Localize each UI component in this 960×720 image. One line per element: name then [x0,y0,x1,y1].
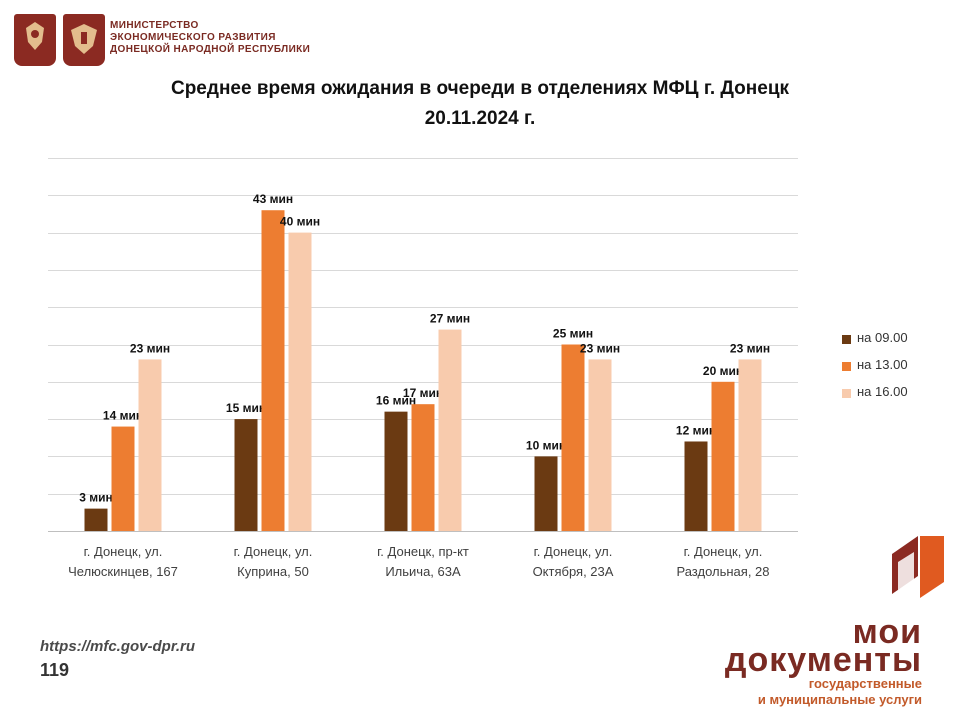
bar [138,359,162,531]
legend-swatch [842,362,851,371]
ministry-emblem-icon [63,14,105,66]
page-number: 119 [40,660,70,680]
data-label: 20 мин [703,364,743,378]
legend-swatch [842,335,851,344]
brand-tagline-line: и муниципальные услуги [757,692,922,707]
ministry-name: МИНИСТЕРСТВО ЭКОНОМИЧЕСКОГО РАЗВИТИЯ ДОН… [110,20,370,56]
bar [711,381,735,531]
moi-dokumenty-logo-icon [892,536,944,598]
brand-name: мои документы [724,613,922,679]
x-tick-label: г. Донецк, ул. [84,544,163,559]
ministry-line: МИНИСТЕРСТВО [110,20,199,31]
chart-title: Среднее время ожидания в очереди в отдел… [0,74,960,134]
bar [234,419,258,531]
bar [534,456,558,531]
data-label: 12 мин [676,423,716,437]
ministry-line: ЭКОНОМИЧЕСКОГО РАЗВИТИЯ [110,32,276,43]
data-label: 40 мин [280,215,320,229]
bar [261,210,285,531]
brand-tagline: государственные и муниципальные услуги [758,676,922,708]
bar [384,411,408,531]
data-label: 43 мин [253,192,293,206]
x-tick-label: Ильича, 63А [385,564,461,579]
bar [684,441,708,531]
x-tick-label: г. Донецк, ул. [684,544,763,559]
data-label: 25 мин [553,327,593,341]
x-tick-label: Челюскинцев, 167 [68,564,178,579]
bar [438,329,462,531]
ministry-line: ДОНЕЦКОЙ НАРОДНОЙ РЕСПУБЛИКИ [110,44,311,55]
data-label: 10 мин [526,438,566,452]
x-tick-label: г. Донецк, пр-кт [377,544,469,559]
bar [288,232,312,531]
data-label: 27 мин [430,312,470,326]
data-label: 23 мин [580,341,620,355]
x-tick-label: Куприна, 50 [237,564,309,579]
coat-of-arms-dpr-icon [14,14,56,66]
chart-title-line: 20.11.2024 г. [424,108,536,129]
bar [411,404,435,531]
data-label: 17 мин [403,386,443,400]
legend-label: на 13.00 [857,357,908,372]
data-label: 3 мин [79,491,113,505]
x-tick-label: Октября, 23А [533,564,614,579]
chart-title-line: Среднее время ожидания в очереди в отдел… [170,78,790,99]
data-label: 23 мин [730,341,770,355]
legend-label: на 16.00 [857,384,908,399]
bar [561,344,585,531]
data-label: 23 мин [130,341,170,355]
bar [111,426,135,531]
legend-label: на 09.00 [857,330,908,345]
brand-tagline-line: государственные [808,676,922,691]
data-label: 16 мин [376,394,416,408]
bar [588,359,612,531]
bar [738,359,762,531]
website-link[interactable]: https://mfc.gov-dpr.ru [40,638,195,655]
data-label: 14 мин [103,409,143,423]
brand-line: документы [724,641,922,679]
brand-line: мои [852,613,922,651]
x-tick-label: г. Донецк, ул. [534,544,613,559]
data-label: 15 мин [226,401,266,415]
bar [84,508,108,531]
legend-swatch [842,389,851,398]
x-tick-label: г. Донецк, ул. [234,544,313,559]
x-tick-label: Раздольная, 28 [676,564,769,579]
